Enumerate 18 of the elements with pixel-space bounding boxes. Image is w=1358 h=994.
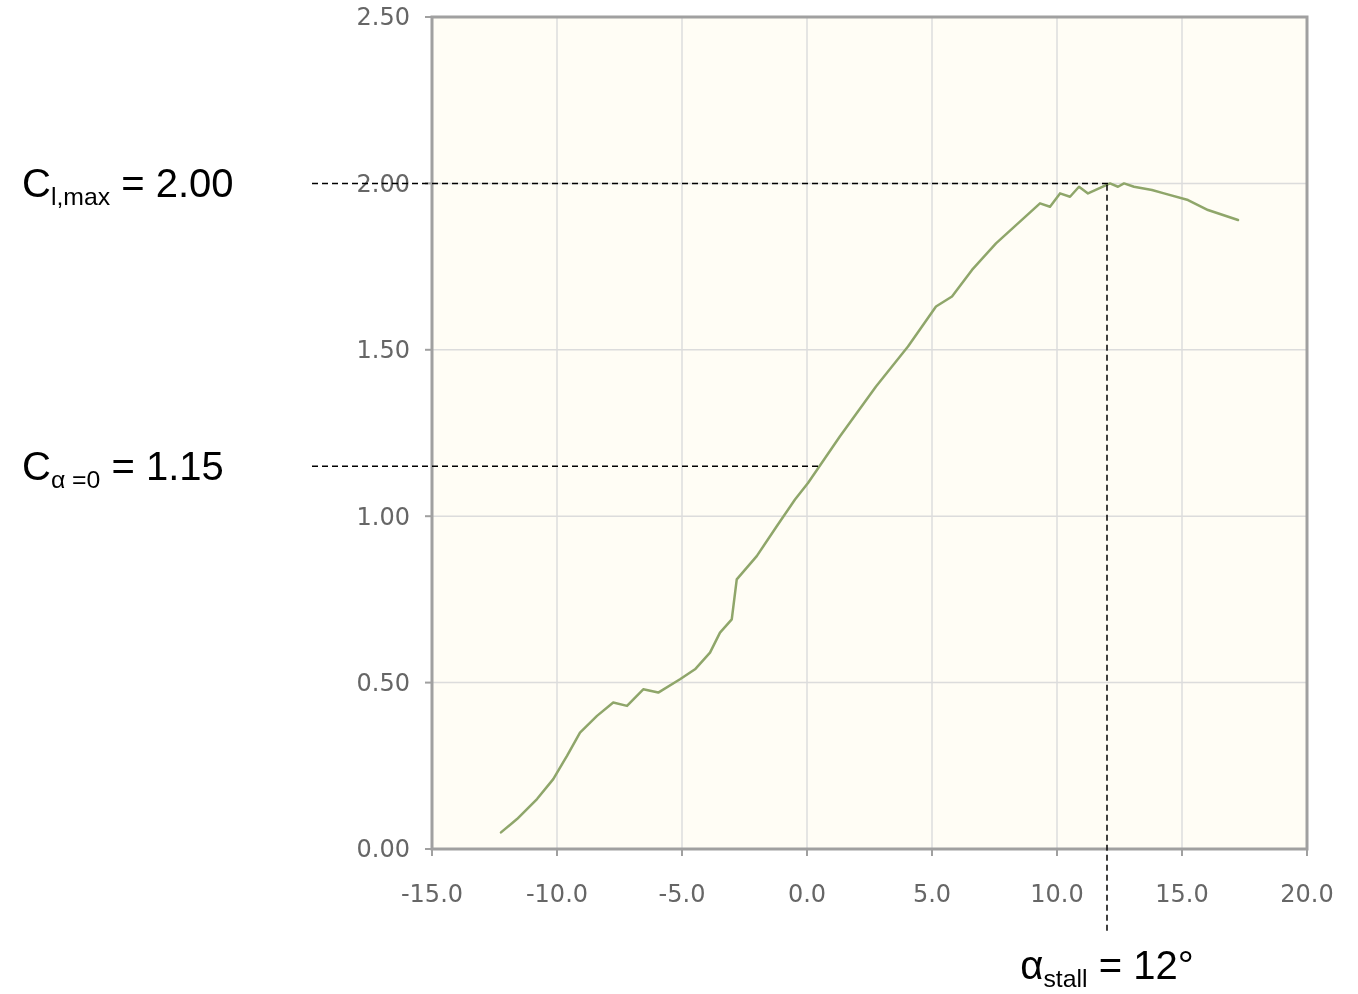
line-series — [499, 182, 1240, 834]
y-tick-label: 2.50 — [356, 3, 410, 32]
x-tick-label: 10.0 — [1030, 880, 1084, 908]
x-tick-label: -10.0 — [525, 880, 589, 908]
x-tick-label: 15.0 — [1155, 880, 1209, 908]
x-tick-label: -15.0 — [400, 880, 464, 908]
y-tick-label: 0.00 — [356, 835, 410, 864]
y-tick-label: 1.50 — [356, 336, 410, 365]
y-tick-label: 2.00 — [356, 169, 410, 198]
y-tick-label: 1.00 — [356, 502, 410, 531]
ref-line-label: α$_{stall}$ = 12° — [1020, 943, 1194, 992]
x-tick-label: 20.0 — [1280, 880, 1334, 908]
x-tick-label: -5.0 — [658, 880, 706, 908]
y-tick-label: 0.50 — [356, 669, 410, 697]
x-tick-label: 0.0 — [787, 880, 827, 908]
ref-line-label: C$_{α =0}$ = 1.15 — [22, 444, 224, 493]
x-tick-label: 5.0 — [912, 880, 952, 908]
ref-line-label: C$_{l,max}$ = 2.00 — [22, 161, 234, 210]
